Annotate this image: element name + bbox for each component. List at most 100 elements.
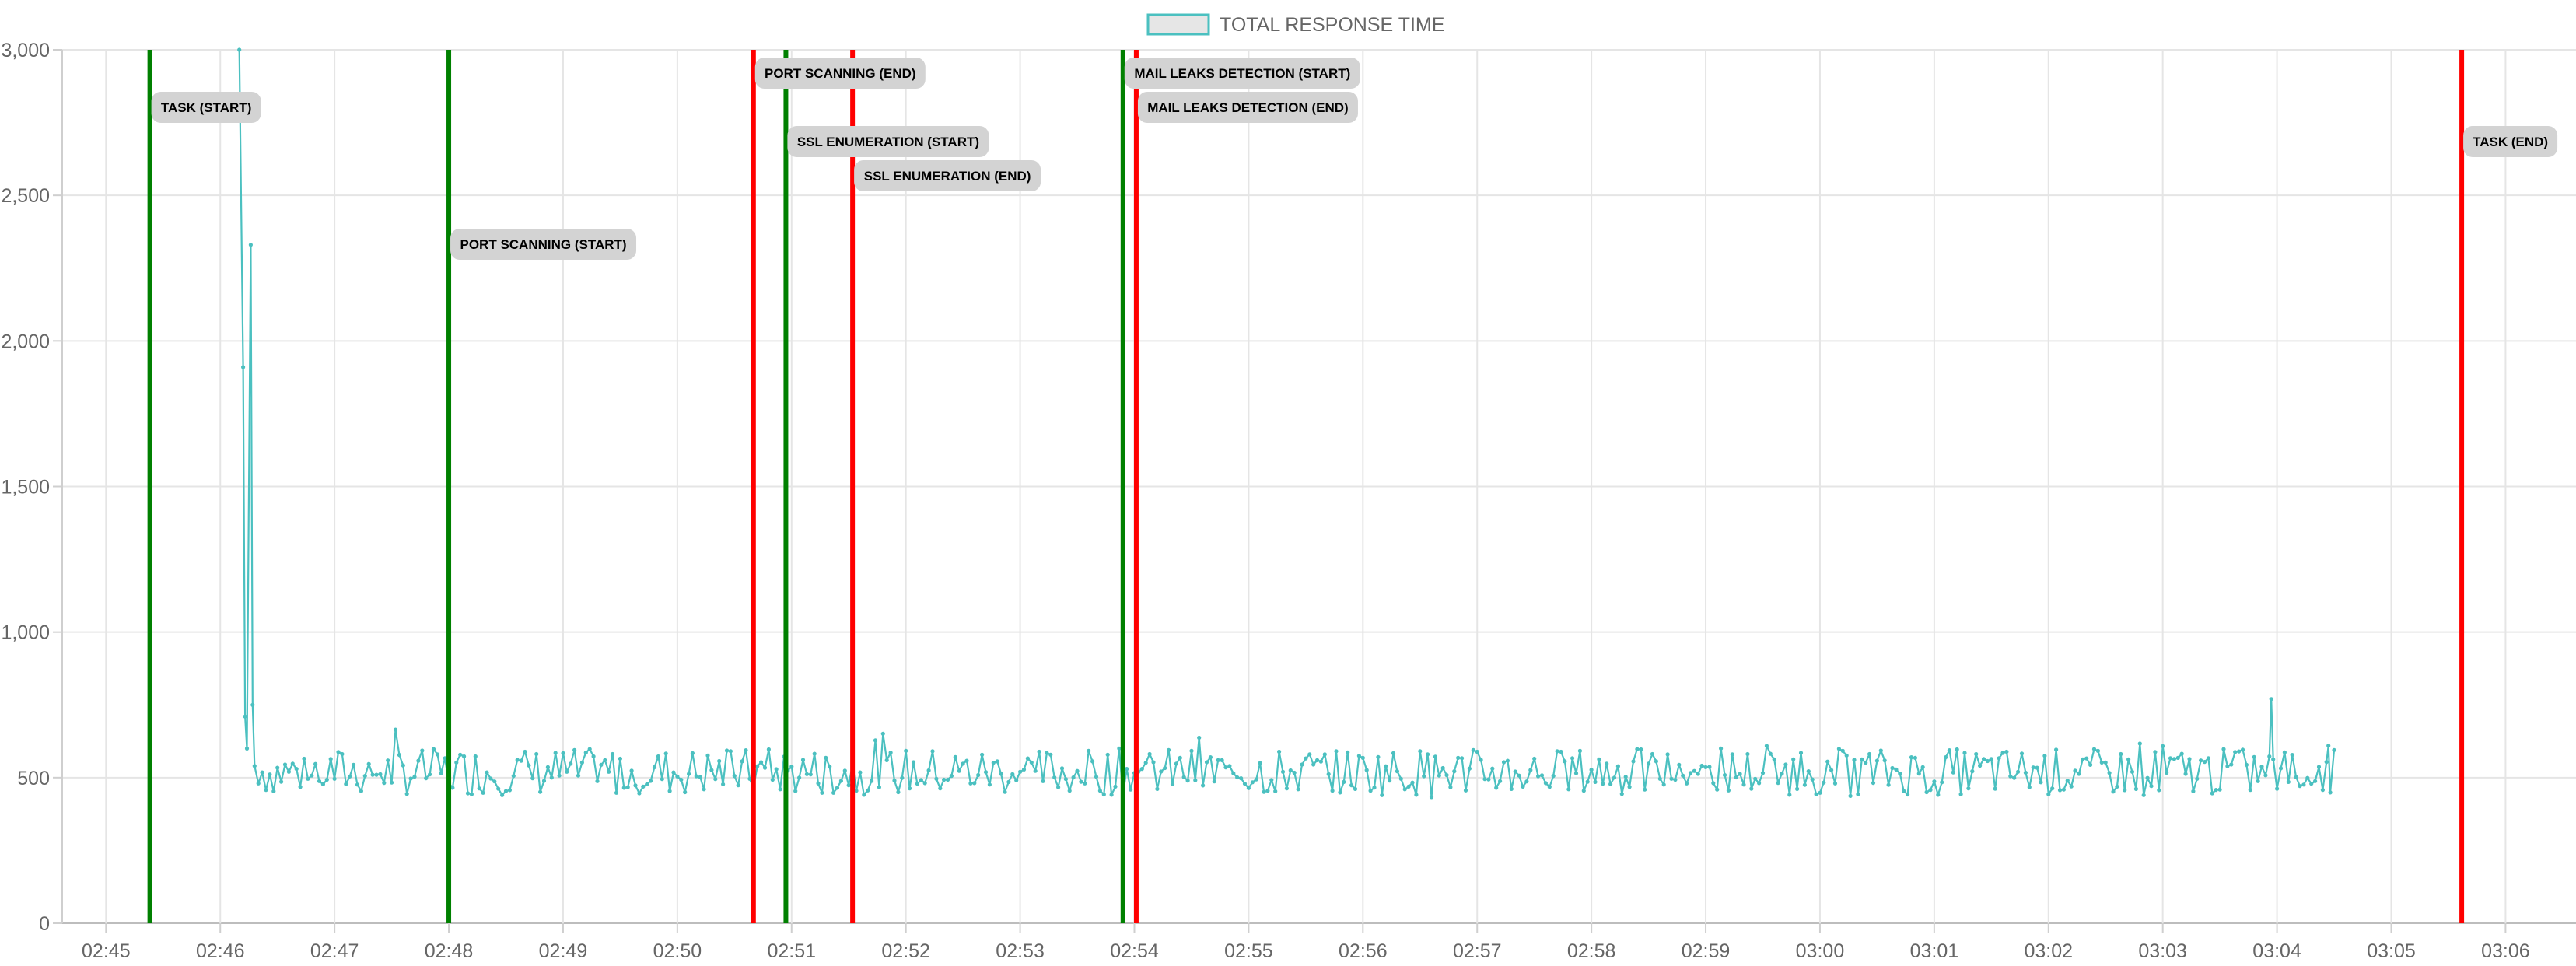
data-point [858, 770, 863, 775]
data-point [2172, 757, 2176, 761]
data-point [2012, 775, 2017, 780]
legend[interactable]: TOTAL RESPONSE TIME [1146, 13, 1444, 36]
data-point [1505, 758, 1510, 763]
data-point [1117, 746, 1122, 751]
x-tick-label: 02:47 [310, 940, 359, 962]
data-point [1059, 766, 1065, 771]
data-point [911, 760, 916, 765]
data-point [1448, 785, 1453, 789]
data-point [1056, 785, 1061, 789]
data-point [2123, 788, 2127, 793]
data-point [789, 765, 794, 769]
data-point [919, 778, 923, 782]
data-point [1216, 758, 1220, 763]
data-point [1711, 781, 1716, 786]
data-point [1780, 772, 1784, 776]
annotation-label-text: SSL ENUMERATION (START) [797, 135, 979, 149]
data-point [2027, 785, 2032, 789]
data-point [458, 752, 463, 757]
data-point [1280, 769, 1286, 774]
data-point [1753, 776, 1758, 781]
x-tick-label: 02:52 [881, 940, 930, 962]
x-tick-label: 03:04 [2252, 940, 2301, 962]
data-point [1601, 782, 1605, 786]
data-point [1509, 786, 1514, 792]
data-point [1223, 765, 1228, 770]
annotation-label-text: MAIL LEAKS DETECTION (START) [1134, 66, 1350, 81]
data-point [1654, 759, 1658, 764]
data-point [2275, 786, 2280, 791]
data-point [1105, 752, 1110, 757]
data-point [1650, 751, 1655, 757]
data-point [1593, 779, 1598, 785]
data-point [800, 758, 806, 762]
data-point [1589, 768, 1594, 772]
data-point [386, 758, 390, 763]
data-point [2103, 760, 2108, 765]
data-point [2019, 751, 2025, 756]
data-point [2073, 768, 2077, 773]
annotation-label-box [787, 126, 989, 157]
data-point [1878, 748, 1883, 753]
data-point [477, 786, 481, 791]
data-point [1029, 760, 1034, 765]
data-point [583, 751, 588, 755]
data-point [1388, 779, 1392, 783]
data-point [2050, 786, 2055, 791]
series-total-response-time [237, 47, 2336, 800]
data-point [2316, 765, 2322, 769]
data-point [762, 765, 768, 770]
data-point [2000, 751, 2005, 755]
data-point [926, 768, 931, 773]
data-point [866, 788, 870, 793]
data-point [938, 786, 943, 791]
data-point [614, 790, 619, 795]
data-point [687, 772, 691, 776]
data-point [995, 759, 999, 764]
data-point [534, 751, 539, 757]
data-point [260, 770, 264, 775]
data-point [892, 779, 897, 783]
data-point [2290, 753, 2294, 758]
x-tick-label: 03:05 [2367, 940, 2416, 962]
data-point [1258, 761, 1262, 765]
data-point [1825, 759, 1830, 764]
data-point [2168, 756, 2173, 761]
data-point [1398, 776, 1403, 781]
data-point [549, 775, 554, 780]
data-point [1772, 757, 1776, 761]
data-point [1178, 755, 1182, 761]
legend-label[interactable]: TOTAL RESPONSE TIME [1220, 14, 1444, 36]
series-line [238, 49, 2336, 798]
data-point [1418, 749, 1423, 754]
data-point [1867, 751, 1872, 757]
data-point [1048, 752, 1053, 757]
data-point [1886, 782, 1891, 787]
data-point [980, 752, 985, 757]
data-point [561, 751, 565, 756]
data-point [2225, 764, 2230, 768]
data-point [1619, 792, 1624, 796]
data-point [1840, 748, 1845, 754]
data-point [241, 365, 246, 369]
data-point [1581, 789, 1586, 793]
data-point [252, 764, 257, 768]
data-point [2157, 788, 2161, 793]
annotation-label: PORT SCANNING (END) [754, 58, 926, 89]
x-tick-label: 02:57 [1453, 940, 1502, 962]
data-point [313, 761, 318, 766]
annotation-label-text: TASK (END) [2473, 135, 2548, 149]
data-point [1079, 779, 1083, 784]
x-tick-label: 02:50 [653, 940, 702, 962]
data-point [1380, 793, 1384, 797]
data-point [244, 746, 250, 751]
data-point [1970, 769, 1975, 774]
data-point [1597, 757, 1601, 761]
data-point [310, 773, 314, 778]
data-point [1395, 769, 1399, 774]
data-point [1360, 755, 1365, 761]
legend-swatch[interactable] [1146, 13, 1210, 36]
data-point [515, 758, 520, 762]
data-point [1471, 747, 1475, 752]
data-point [2183, 772, 2188, 776]
